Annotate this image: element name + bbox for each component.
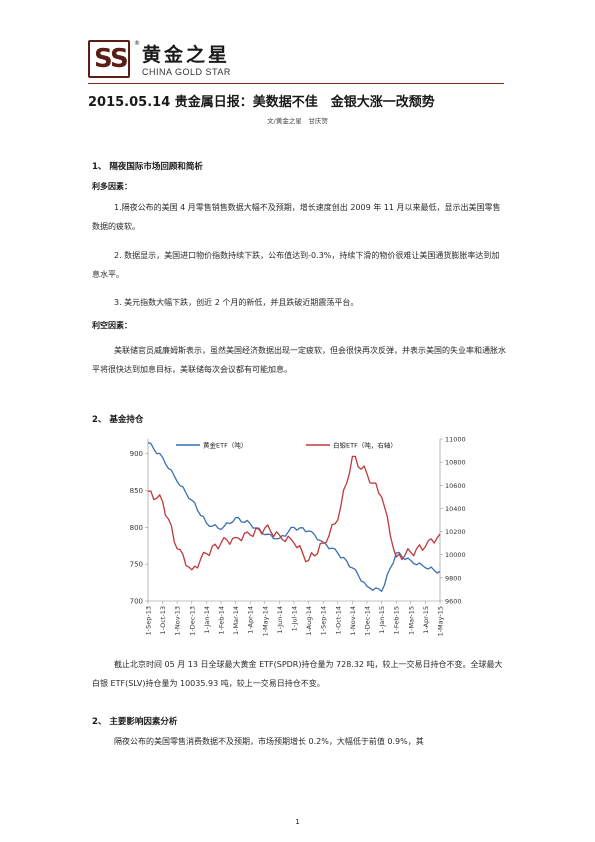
- section-heading: 1、 隔夜国际市场回顾和简析: [92, 162, 203, 172]
- holdings-paragraph: 截止北京时间 05 月 13 日全球最大黄金 ETF(SPDR)持仓量为 728…: [92, 660, 503, 688]
- logo-mark-glyph: S: [94, 44, 113, 74]
- y-tick-label-left: 900: [130, 450, 143, 458]
- y-tick-label-right: 10000: [445, 551, 466, 559]
- y-tick-label-right: 9800: [445, 574, 462, 582]
- y-tick-label-right: 10400: [445, 505, 466, 513]
- report-title: 2015.05.14 贵金属日报：美数据不佳 金银大涨一改颓势: [88, 95, 435, 110]
- y-tick-label-left: 750: [130, 561, 143, 569]
- y-tick-label-right: 10800: [445, 459, 466, 467]
- x-tick-label: 1-Jan-14: [203, 606, 211, 633]
- x-tick-label: 1-Nov-14: [349, 606, 357, 636]
- bearish-label: 利空因素：: [92, 321, 132, 330]
- x-tick-label: 1-May-15: [437, 606, 445, 636]
- analysis-paragraph: 隔夜公布的美国零售消费数据不及预期，市场预期增长 0.2%，大幅低于前值 0.9…: [114, 737, 424, 746]
- x-tick-label: 1-Jun-14: [276, 606, 284, 634]
- logo-english-name: CHINA GOLD STAR: [142, 67, 231, 77]
- series-line-gold-etf: [147, 442, 441, 593]
- x-tick-label: 1-Mar-15: [407, 606, 415, 635]
- registered-mark: ®: [134, 40, 140, 47]
- logo-mark: S S: [88, 40, 130, 78]
- page-number: 1: [295, 818, 300, 826]
- header-divider: [88, 83, 504, 84]
- logo-chinese-name: 黄金之星: [142, 44, 231, 66]
- x-tick-label: 1-Sep-13: [145, 606, 153, 635]
- x-tick-label: 1-Apr-15: [422, 606, 430, 634]
- series-line-silver-etf: [147, 455, 441, 571]
- bullish-item: 2. 数据显示，美国进口物价指数持续下跌，公布值达到-0.3%，持续下滑的物价很…: [92, 251, 500, 279]
- y-tick-label-right: 10200: [445, 528, 466, 536]
- x-tick-label: 1-Apr-14: [247, 606, 255, 634]
- byline: 文/黄金之星 甘庆贺: [267, 117, 328, 125]
- x-tick-label: 1-Oct-13: [159, 606, 167, 635]
- section-heading: 2、 主要影响因素分析: [92, 717, 178, 727]
- x-tick-label: 1-Oct-14: [334, 606, 342, 635]
- y-tick-label-right: 10600: [445, 482, 466, 490]
- x-tick-label: 1-Feb-14: [218, 606, 226, 635]
- x-tick-label: 1-Jan-15: [378, 606, 386, 633]
- y-tick-label-left: 800: [130, 524, 143, 532]
- y-tick-label-right: 11000: [445, 436, 466, 444]
- x-tick-label: 1-Mar-14: [232, 606, 240, 635]
- bearish-paragraph: 美联储官员威廉姆斯表示，虽然美国经济数据出现一定疲软，但会很快再次反弹，并表示美…: [92, 346, 506, 374]
- logo-mark-glyph: S: [110, 44, 129, 74]
- legend-label: 黄金ETF（吨）: [203, 441, 247, 450]
- x-tick-label: 1-Nov-13: [174, 606, 182, 636]
- x-tick-label: 1-May-14: [261, 606, 269, 636]
- y-tick-label-left: 850: [130, 487, 143, 495]
- bullish-item: 1.隔夜公布的美国 4 月零售销售数据大幅不及预期，增长速度创出 2009 年 …: [92, 203, 501, 231]
- y-tick-label-right: 9600: [445, 598, 462, 606]
- bullish-label: 利多因素：: [92, 182, 132, 191]
- etf-holdings-chart: 700 750 800 850 900 9600 9800 10000 10200 10400 10…: [130, 436, 466, 637]
- section-heading: 2、 基金持仓: [92, 415, 144, 425]
- legend-label: 白银ETF（吨，右轴）: [333, 441, 397, 450]
- x-tick-label: 1-Dec-13: [188, 606, 196, 636]
- x-tick-label: 1-Aug-14: [305, 606, 313, 636]
- x-tick-label: 1-Sep-14: [320, 606, 328, 635]
- y-tick-label-left: 700: [130, 598, 143, 606]
- x-tick-label: 1-Feb-15: [393, 606, 401, 635]
- x-tick-label: 1-Jul-14: [291, 606, 299, 631]
- x-tick-label: 1-Dec-14: [364, 606, 372, 636]
- company-logo: S S ® 黄金之星 CHINA GOLD STAR: [88, 40, 268, 80]
- bullish-item: 3. 美元指数大幅下跌，创近 2 个月的新低，并且跌破近期震荡平台。: [114, 298, 359, 307]
